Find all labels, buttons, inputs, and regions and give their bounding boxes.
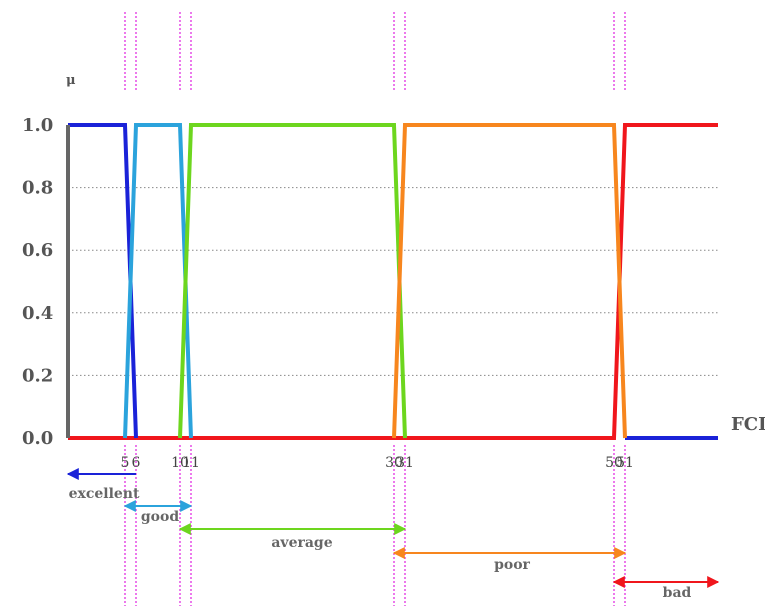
y-tick-label: 0.6 bbox=[22, 240, 53, 261]
x-tick-label: 51 bbox=[616, 455, 634, 471]
y-tick-label: 0.8 bbox=[22, 178, 53, 199]
x-tick-label: 5 bbox=[121, 455, 130, 471]
x-tick-label: 50 bbox=[605, 455, 623, 471]
series-line-excellent bbox=[68, 123, 138, 439]
x-tick-label: 10 bbox=[171, 455, 189, 471]
series-lines bbox=[68, 123, 718, 440]
x-tick-label: 11 bbox=[182, 455, 200, 471]
range-label-average: average bbox=[271, 535, 332, 551]
x-tick-label: 30 bbox=[385, 455, 403, 471]
range-label-good: good bbox=[141, 509, 179, 525]
range-label-bad: bad bbox=[663, 585, 692, 601]
y-tick-label: 0.4 bbox=[22, 303, 53, 324]
x-axis-label: FCI bbox=[731, 414, 765, 435]
y-tick-label: 1.0 bbox=[22, 115, 53, 136]
range-label-poor: poor bbox=[494, 557, 530, 573]
y-tick-label: 0.0 bbox=[22, 428, 53, 449]
marker-lines bbox=[124, 12, 626, 606]
x-tick-label: 31 bbox=[396, 455, 414, 471]
y-tick-label: 0.2 bbox=[22, 365, 53, 386]
y-axis-label: μ bbox=[66, 73, 76, 88]
grid bbox=[68, 187, 718, 376]
series-line-poor bbox=[392, 123, 627, 439]
x-tick-label: 6 bbox=[132, 455, 141, 471]
range-label-excellent: excellent bbox=[69, 486, 140, 502]
series-line-average bbox=[178, 123, 407, 439]
